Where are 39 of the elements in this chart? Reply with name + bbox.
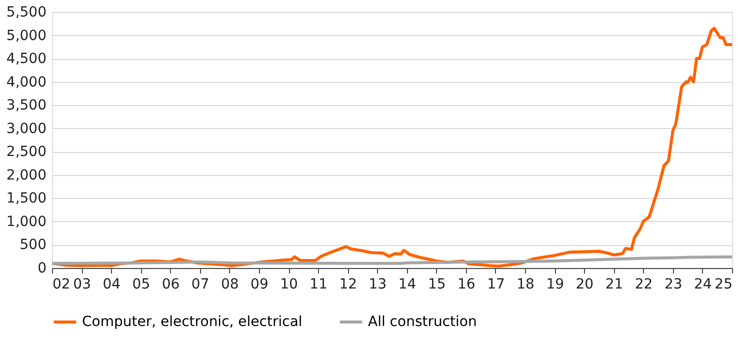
x-tick-label: 02	[52, 276, 70, 292]
y-tick-label: 3,500	[6, 98, 46, 114]
y-tick-label: 2,500	[6, 144, 46, 160]
legend-label: All construction	[368, 314, 477, 330]
x-tick-label: 09	[250, 276, 268, 292]
x-tick-label: 24	[694, 276, 712, 292]
x-tick-label: 22	[634, 276, 653, 292]
y-tick-label: 3,000	[6, 120, 46, 137]
x-tick-label: 20	[576, 276, 594, 292]
y-tick-label: 4,000	[6, 74, 46, 90]
x-tick-label: 25	[714, 276, 732, 292]
y-tick-label: 4,500	[6, 51, 46, 68]
x-tick-label: 08	[220, 276, 239, 292]
y-tick-label: 500	[20, 237, 46, 254]
x-tick-label: 18	[516, 276, 534, 292]
x-tick-label: 05	[132, 276, 150, 292]
y-tick-label: 2,000	[6, 167, 46, 184]
line-series	[52, 255, 732, 265]
x-tick-label: 03	[73, 276, 91, 292]
x-tick-label: 16	[458, 276, 476, 292]
y-tick-label: 0	[38, 260, 46, 276]
x-tick-label: 10	[280, 276, 298, 292]
y-tick-label: 1,500	[6, 190, 46, 207]
x-tick-label: 07	[191, 276, 210, 292]
legend-label: Computer, electronic, electrical	[82, 314, 302, 330]
x-tick-label: 15	[428, 276, 446, 292]
x-tick-label: 13	[368, 276, 387, 292]
x-tick-label: 11	[310, 276, 328, 292]
x-tick-label: 14	[398, 276, 416, 292]
x-tick-label: 06	[162, 276, 180, 292]
y-tick-label: 1,000	[6, 214, 46, 230]
x-tick-label: 12	[339, 276, 358, 292]
y-tick-label: 5,000	[6, 28, 46, 44]
y-tick-label: 5,500	[6, 4, 46, 20]
x-tick-label: 17	[487, 276, 505, 292]
x-tick-label: 21	[605, 276, 624, 292]
x-tick-label: 19	[546, 276, 564, 292]
x-tick-label: 04	[102, 276, 121, 292]
x-tick-label: 23	[664, 276, 682, 292]
